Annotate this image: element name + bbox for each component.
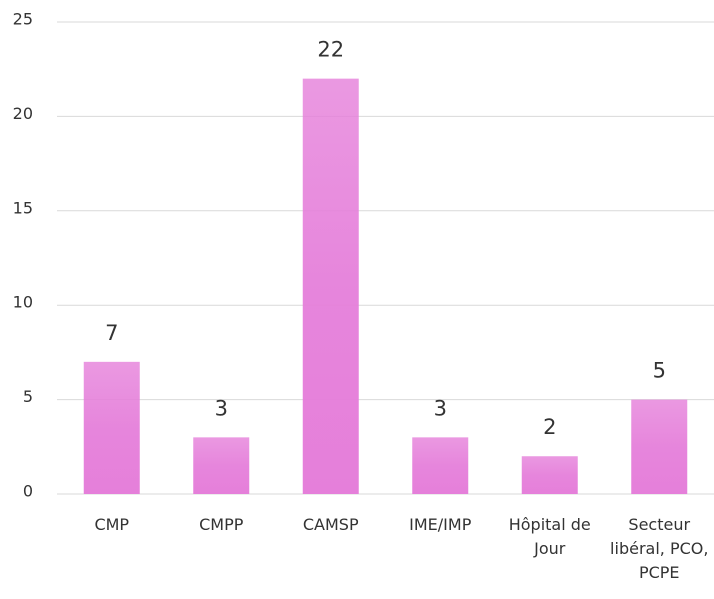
bar	[521, 456, 578, 494]
bar	[193, 437, 250, 494]
y-tick-label: 15	[13, 198, 33, 217]
value-label: 7	[105, 321, 118, 345]
x-tick-label: Secteur libéral, PCO, PCPE	[610, 515, 709, 582]
value-label: 3	[434, 396, 447, 420]
x-tick-label: CMP	[94, 515, 130, 534]
bar	[302, 78, 359, 494]
value-label: 22	[317, 38, 344, 62]
value-label: 5	[653, 359, 666, 383]
bar	[412, 437, 469, 494]
x-tick-label: CAMSP	[302, 515, 359, 534]
value-label: 2	[543, 415, 556, 439]
y-tick-label: 25	[13, 10, 33, 29]
y-tick-label: 10	[13, 293, 33, 312]
y-tick-label: 5	[23, 387, 33, 406]
x-tick-label: IME/IMP	[409, 515, 472, 534]
x-tick-label: CMPP	[199, 515, 244, 534]
value-label: 3	[215, 396, 228, 420]
y-tick-label: 20	[13, 104, 33, 123]
x-tick-label: Hôpital de Jour	[508, 515, 591, 558]
y-tick-label: 0	[23, 482, 33, 501]
bar	[83, 361, 140, 494]
bar	[631, 399, 688, 494]
